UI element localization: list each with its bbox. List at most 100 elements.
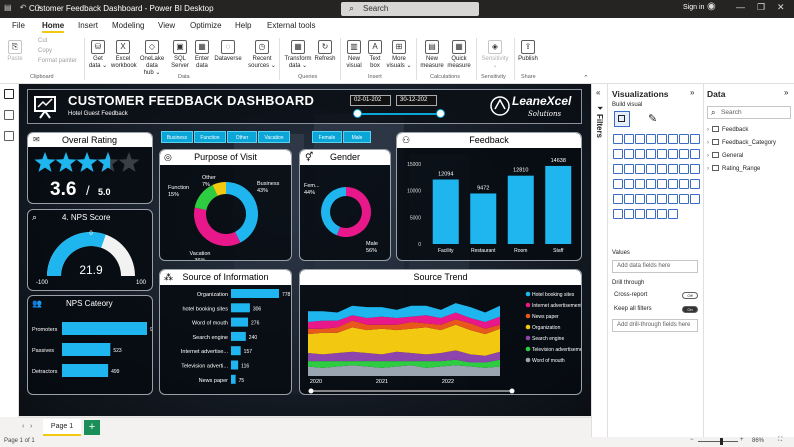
trend-slider-start[interactable] <box>308 388 314 394</box>
zoom-slider[interactable] <box>698 441 738 442</box>
page-prev-icon[interactable]: ‹ <box>22 423 25 430</box>
cross-report-toggle[interactable]: Off <box>682 292 698 299</box>
account-icon[interactable]: ◉ <box>707 1 716 12</box>
menu-file[interactable]: File <box>12 21 25 30</box>
visual-type-icon[interactable] <box>635 179 645 189</box>
drill-through-well[interactable]: Add drill-through fields here <box>612 319 698 332</box>
search-box[interactable]: ⌕ Search <box>341 2 479 16</box>
rating-card[interactable]: ✉ Overal Rating 3.6 / 5.0 <box>27 132 153 204</box>
refresh-button[interactable]: ↻ Refresh <box>314 40 336 63</box>
visual-type-icon[interactable] <box>613 194 623 204</box>
data-table-item[interactable]: › Rating_Range <box>707 165 760 172</box>
data-search-input[interactable]: ⌕ Search <box>707 106 791 119</box>
quick-measure-button[interactable]: ▦ Quick measure <box>446 40 472 70</box>
page-next-icon[interactable]: › <box>30 423 33 430</box>
visual-type-icon[interactable] <box>624 209 634 219</box>
new-measure-button[interactable]: ▤ New measure <box>419 40 445 70</box>
date-slider-end-handle[interactable] <box>436 109 445 118</box>
slicer-male[interactable]: Male <box>343 131 371 143</box>
slicer-business[interactable]: Business <box>161 131 193 143</box>
table-view-icon[interactable] <box>4 110 14 120</box>
visual-type-icon[interactable] <box>624 164 634 174</box>
visual-type-icon[interactable] <box>679 164 689 174</box>
slicer-function[interactable]: Function <box>194 131 226 143</box>
visual-type-icon[interactable] <box>679 134 689 144</box>
visual-type-icon[interactable] <box>657 149 667 159</box>
nps-score-card[interactable]: ⌕ 4. NPS Score 0 21.9 -100 100 <box>27 209 153 291</box>
visual-type-icon[interactable] <box>668 149 678 159</box>
visual-type-icon[interactable] <box>646 149 656 159</box>
visual-type-icon[interactable] <box>668 179 678 189</box>
sign-in-link[interactable]: Sign in <box>683 4 705 11</box>
collapse-filters-icon[interactable]: « <box>596 88 601 97</box>
menu-help[interactable]: Help <box>235 21 252 30</box>
date-to-input[interactable]: 30-12-202 <box>396 95 437 106</box>
visual-type-icon[interactable] <box>657 209 667 219</box>
slicer-vacation[interactable]: Vacation <box>258 131 290 143</box>
visual-type-icon[interactable] <box>679 179 689 189</box>
source-trend-card[interactable]: Source Trend 2020 2021 2022 Hotel booking s… <box>299 269 582 395</box>
menu-modeling[interactable]: Modeling <box>112 21 145 30</box>
visual-type-icon[interactable] <box>690 164 700 174</box>
page-tab-1[interactable]: Page 1 <box>43 419 81 436</box>
visual-type-icon[interactable] <box>668 209 678 219</box>
more-visuals-button[interactable]: ⊞ More visuals ⌄ <box>385 40 413 70</box>
publish-button[interactable]: ⇪ Publish <box>516 40 540 63</box>
visual-type-icon[interactable] <box>624 134 634 144</box>
slicer-other[interactable]: Other <box>227 131 257 143</box>
table-button[interactable]: ▦ Enter data <box>192 40 212 70</box>
source-info-card[interactable]: Source of Information ⁂ Organization 778 h… <box>159 269 292 395</box>
data-table-item[interactable]: › Feedback <box>707 126 748 133</box>
fit-page-icon[interactable]: ⛶ <box>778 437 783 443</box>
restore-icon[interactable]: ❐ <box>757 2 766 12</box>
visual-type-icon[interactable] <box>613 134 623 144</box>
visual-type-icon[interactable] <box>690 179 700 189</box>
visual-type-icon[interactable] <box>635 164 645 174</box>
report-view-icon[interactable] <box>4 89 14 99</box>
date-from-input[interactable]: 02-01-202 <box>350 95 391 106</box>
visual-type-icon[interactable] <box>668 164 678 174</box>
visual-type-icon[interactable] <box>613 164 623 174</box>
visual-type-icon[interactable] <box>624 179 634 189</box>
menu-external-tools[interactable]: External tools <box>267 21 316 30</box>
gender-card[interactable]: Gender ⚥ Male 56% Fem... 44% <box>299 149 391 261</box>
visual-type-icon[interactable] <box>624 149 634 159</box>
visual-type-icon[interactable] <box>690 194 700 204</box>
visual-type-icon[interactable] <box>657 164 667 174</box>
build-visual-tab[interactable] <box>614 111 630 127</box>
text-box-button[interactable]: A Text box <box>365 40 385 70</box>
visual-type-icon[interactable] <box>690 149 700 159</box>
transform-data-button[interactable]: ▦ Transform data ⌄ <box>283 40 313 70</box>
visual-type-icon[interactable] <box>679 194 689 204</box>
menu-home[interactable]: Home <box>42 21 65 33</box>
zoom-in-icon[interactable]: + <box>740 437 744 443</box>
nps-category-card[interactable]: 👥 NPS Cateory Promoters 920 Passives 523 Det… <box>27 295 153 395</box>
excel-button[interactable]: X Excel workbook <box>111 40 137 70</box>
add-page-button[interactable]: + <box>84 420 100 435</box>
expand-data-icon[interactable]: » <box>784 88 789 97</box>
dataverse-button[interactable]: ◌ Dataverse <box>213 40 243 63</box>
new-visual-button[interactable]: ▥ New visual <box>343 40 365 70</box>
menu-insert[interactable]: Insert <box>78 21 99 30</box>
visual-type-icon[interactable] <box>635 149 645 159</box>
visual-type-icon[interactable] <box>668 194 678 204</box>
copy-button[interactable]: Copy <box>38 48 53 54</box>
recent-sources-button[interactable]: ◷ Recent sources ⌄ <box>246 40 278 70</box>
visual-type-icon[interactable] <box>613 179 623 189</box>
visual-type-icon[interactable] <box>657 179 667 189</box>
visual-type-icon[interactable] <box>646 179 656 189</box>
quick-access-icons[interactable]: ▤ ↶ ↷ <box>4 3 45 12</box>
expand-viz-icon[interactable]: » <box>690 88 695 97</box>
database-button[interactable]: ⛁ Get data ⌄ <box>87 40 109 70</box>
visual-type-icon[interactable] <box>646 134 656 144</box>
data-table-item[interactable]: › Feedback_Category <box>707 139 776 146</box>
trend-slider-end[interactable] <box>509 388 515 394</box>
visual-type-icon[interactable] <box>624 194 634 204</box>
feedback-card[interactable]: Feedback ⚇ 0 5000 10000 15000 12094 Facility 9… <box>396 132 582 261</box>
slicer-female[interactable]: Female <box>312 131 342 143</box>
keep-filters-toggle[interactable]: On <box>682 306 698 313</box>
paste-button[interactable]: ⎘ Paste <box>5 40 25 63</box>
filters-strip[interactable]: « ⏷ Filters <box>592 84 608 437</box>
format-painter-button[interactable]: Format painter <box>38 58 78 64</box>
minimize-icon[interactable]: — <box>736 2 745 12</box>
